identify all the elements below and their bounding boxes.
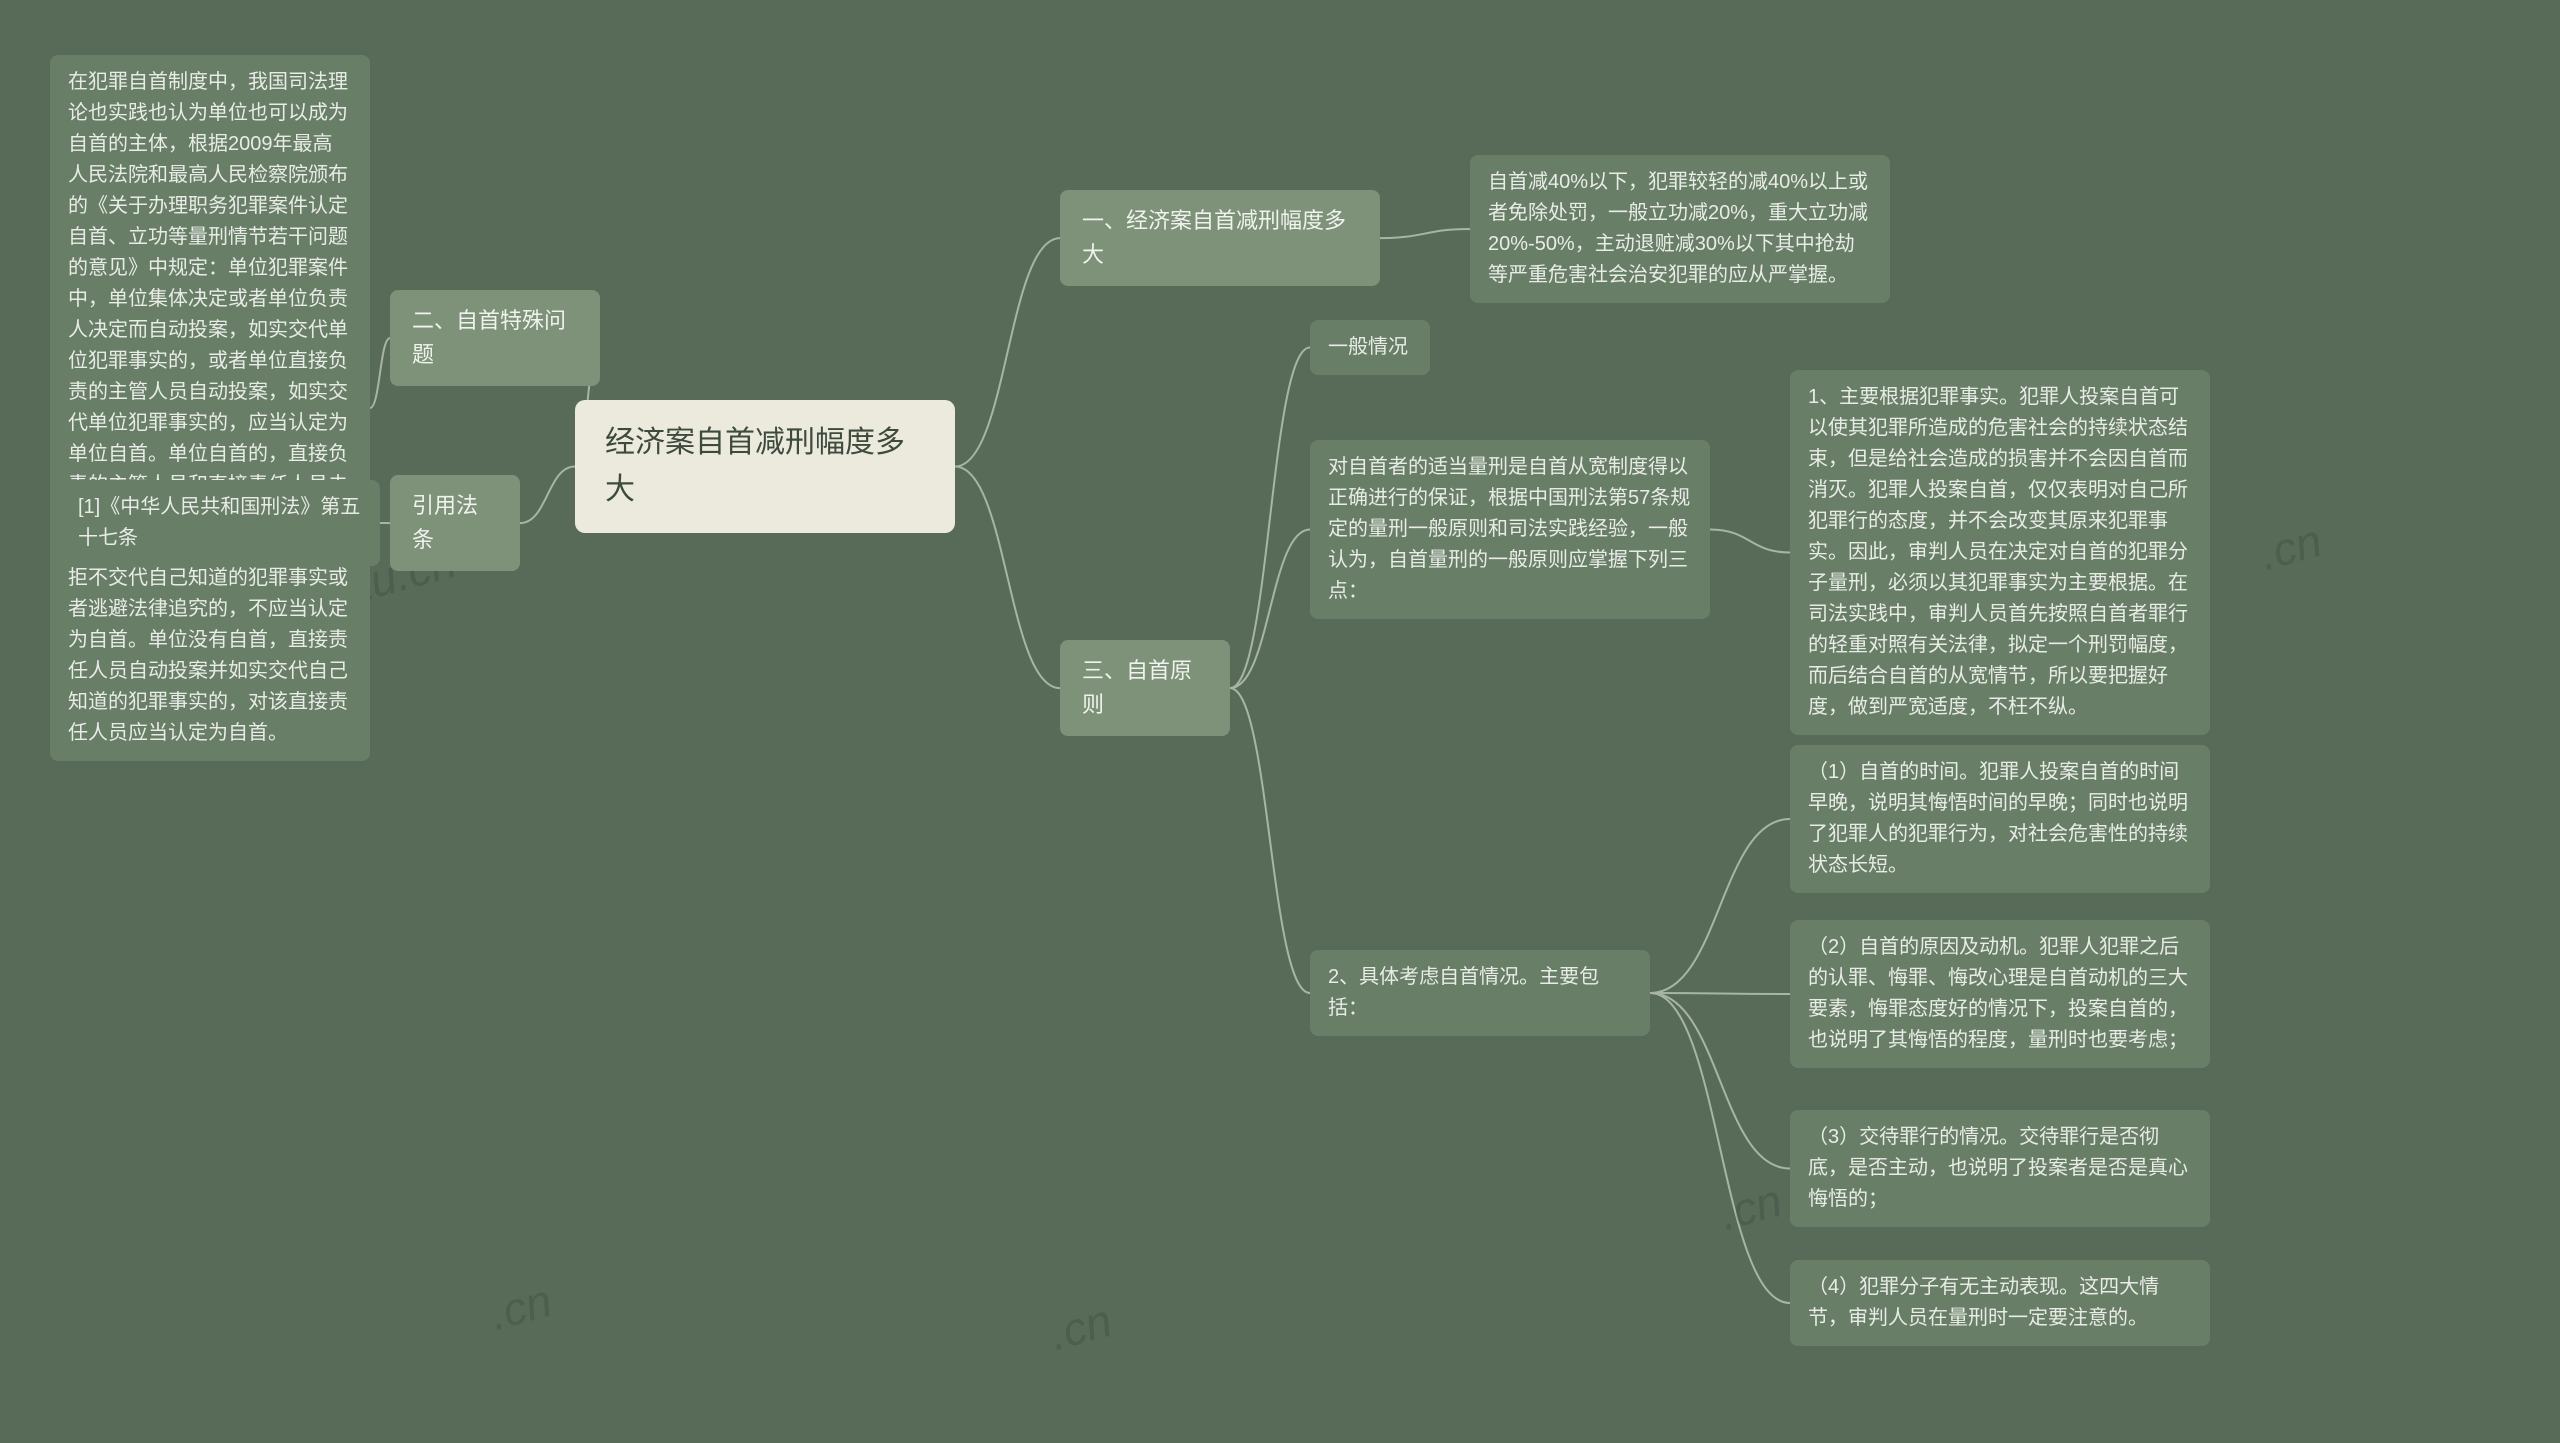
node-n3p1[interactable]: 1、主要根据犯罪事实。犯罪人投案自首可以使其犯罪所造成的危害社会的持续状态结束，… bbox=[1790, 370, 2210, 735]
node-root[interactable]: 经济案自首减刑幅度多大 bbox=[575, 400, 955, 533]
node-n3intro[interactable]: 对自首者的适当量刑是自首从宽制度得以正确进行的保证，根据中国刑法第57条规定的量… bbox=[1310, 440, 1710, 619]
node-n3b3[interactable]: （3）交待罪行的情况。交待罪行是否彻底，是否主动，也说明了投案者是否是真心悔悟的… bbox=[1790, 1110, 2210, 1227]
watermark: .cn bbox=[2254, 513, 2327, 581]
watermark: .cn bbox=[1714, 1173, 1787, 1241]
node-n3[interactable]: 三、自首原则 bbox=[1060, 640, 1230, 736]
node-n2[interactable]: 二、自首特殊问题 bbox=[390, 290, 600, 386]
node-nRef[interactable]: 引用法条 bbox=[390, 475, 520, 571]
node-n3b4[interactable]: （4）犯罪分子有无主动表现。这四大情节，审判人员在量刑时一定要注意的。 bbox=[1790, 1260, 2210, 1346]
node-nRefA[interactable]: [1]《中华人民共和国刑法》第五十七条 bbox=[60, 480, 380, 566]
watermark: .cn bbox=[484, 1273, 557, 1341]
node-n3body[interactable]: 2、具体考虑自首情况。主要包括： bbox=[1310, 950, 1650, 1036]
node-n1[interactable]: 一、经济案自首减刑幅度多大 bbox=[1060, 190, 1380, 286]
node-n3gen[interactable]: 一般情况 bbox=[1310, 320, 1430, 375]
node-n2a[interactable]: 在犯罪自首制度中，我国司法理论也实践也认为单位也可以成为自首的主体，根据2009… bbox=[50, 55, 370, 761]
watermark: .cn bbox=[1044, 1293, 1117, 1361]
node-n3b1[interactable]: （1）自首的时间。犯罪人投案自首的时间早晚，说明其悔悟时间的早晚；同时也说明了犯… bbox=[1790, 745, 2210, 893]
node-n1a[interactable]: 自首减40%以下，犯罪较轻的减40%以上或者免除处罚，一般立功减20%，重大立功… bbox=[1470, 155, 1890, 303]
node-n3b2[interactable]: （2）自首的原因及动机。犯罪人犯罪之后的认罪、悔罪、悔改心理是自首动机的三大要素… bbox=[1790, 920, 2210, 1068]
mindmap-canvas: 树图 shutu.cn.cn.cn树图 shutu.cn.cn.cn经济案自首减… bbox=[0, 0, 2560, 1443]
